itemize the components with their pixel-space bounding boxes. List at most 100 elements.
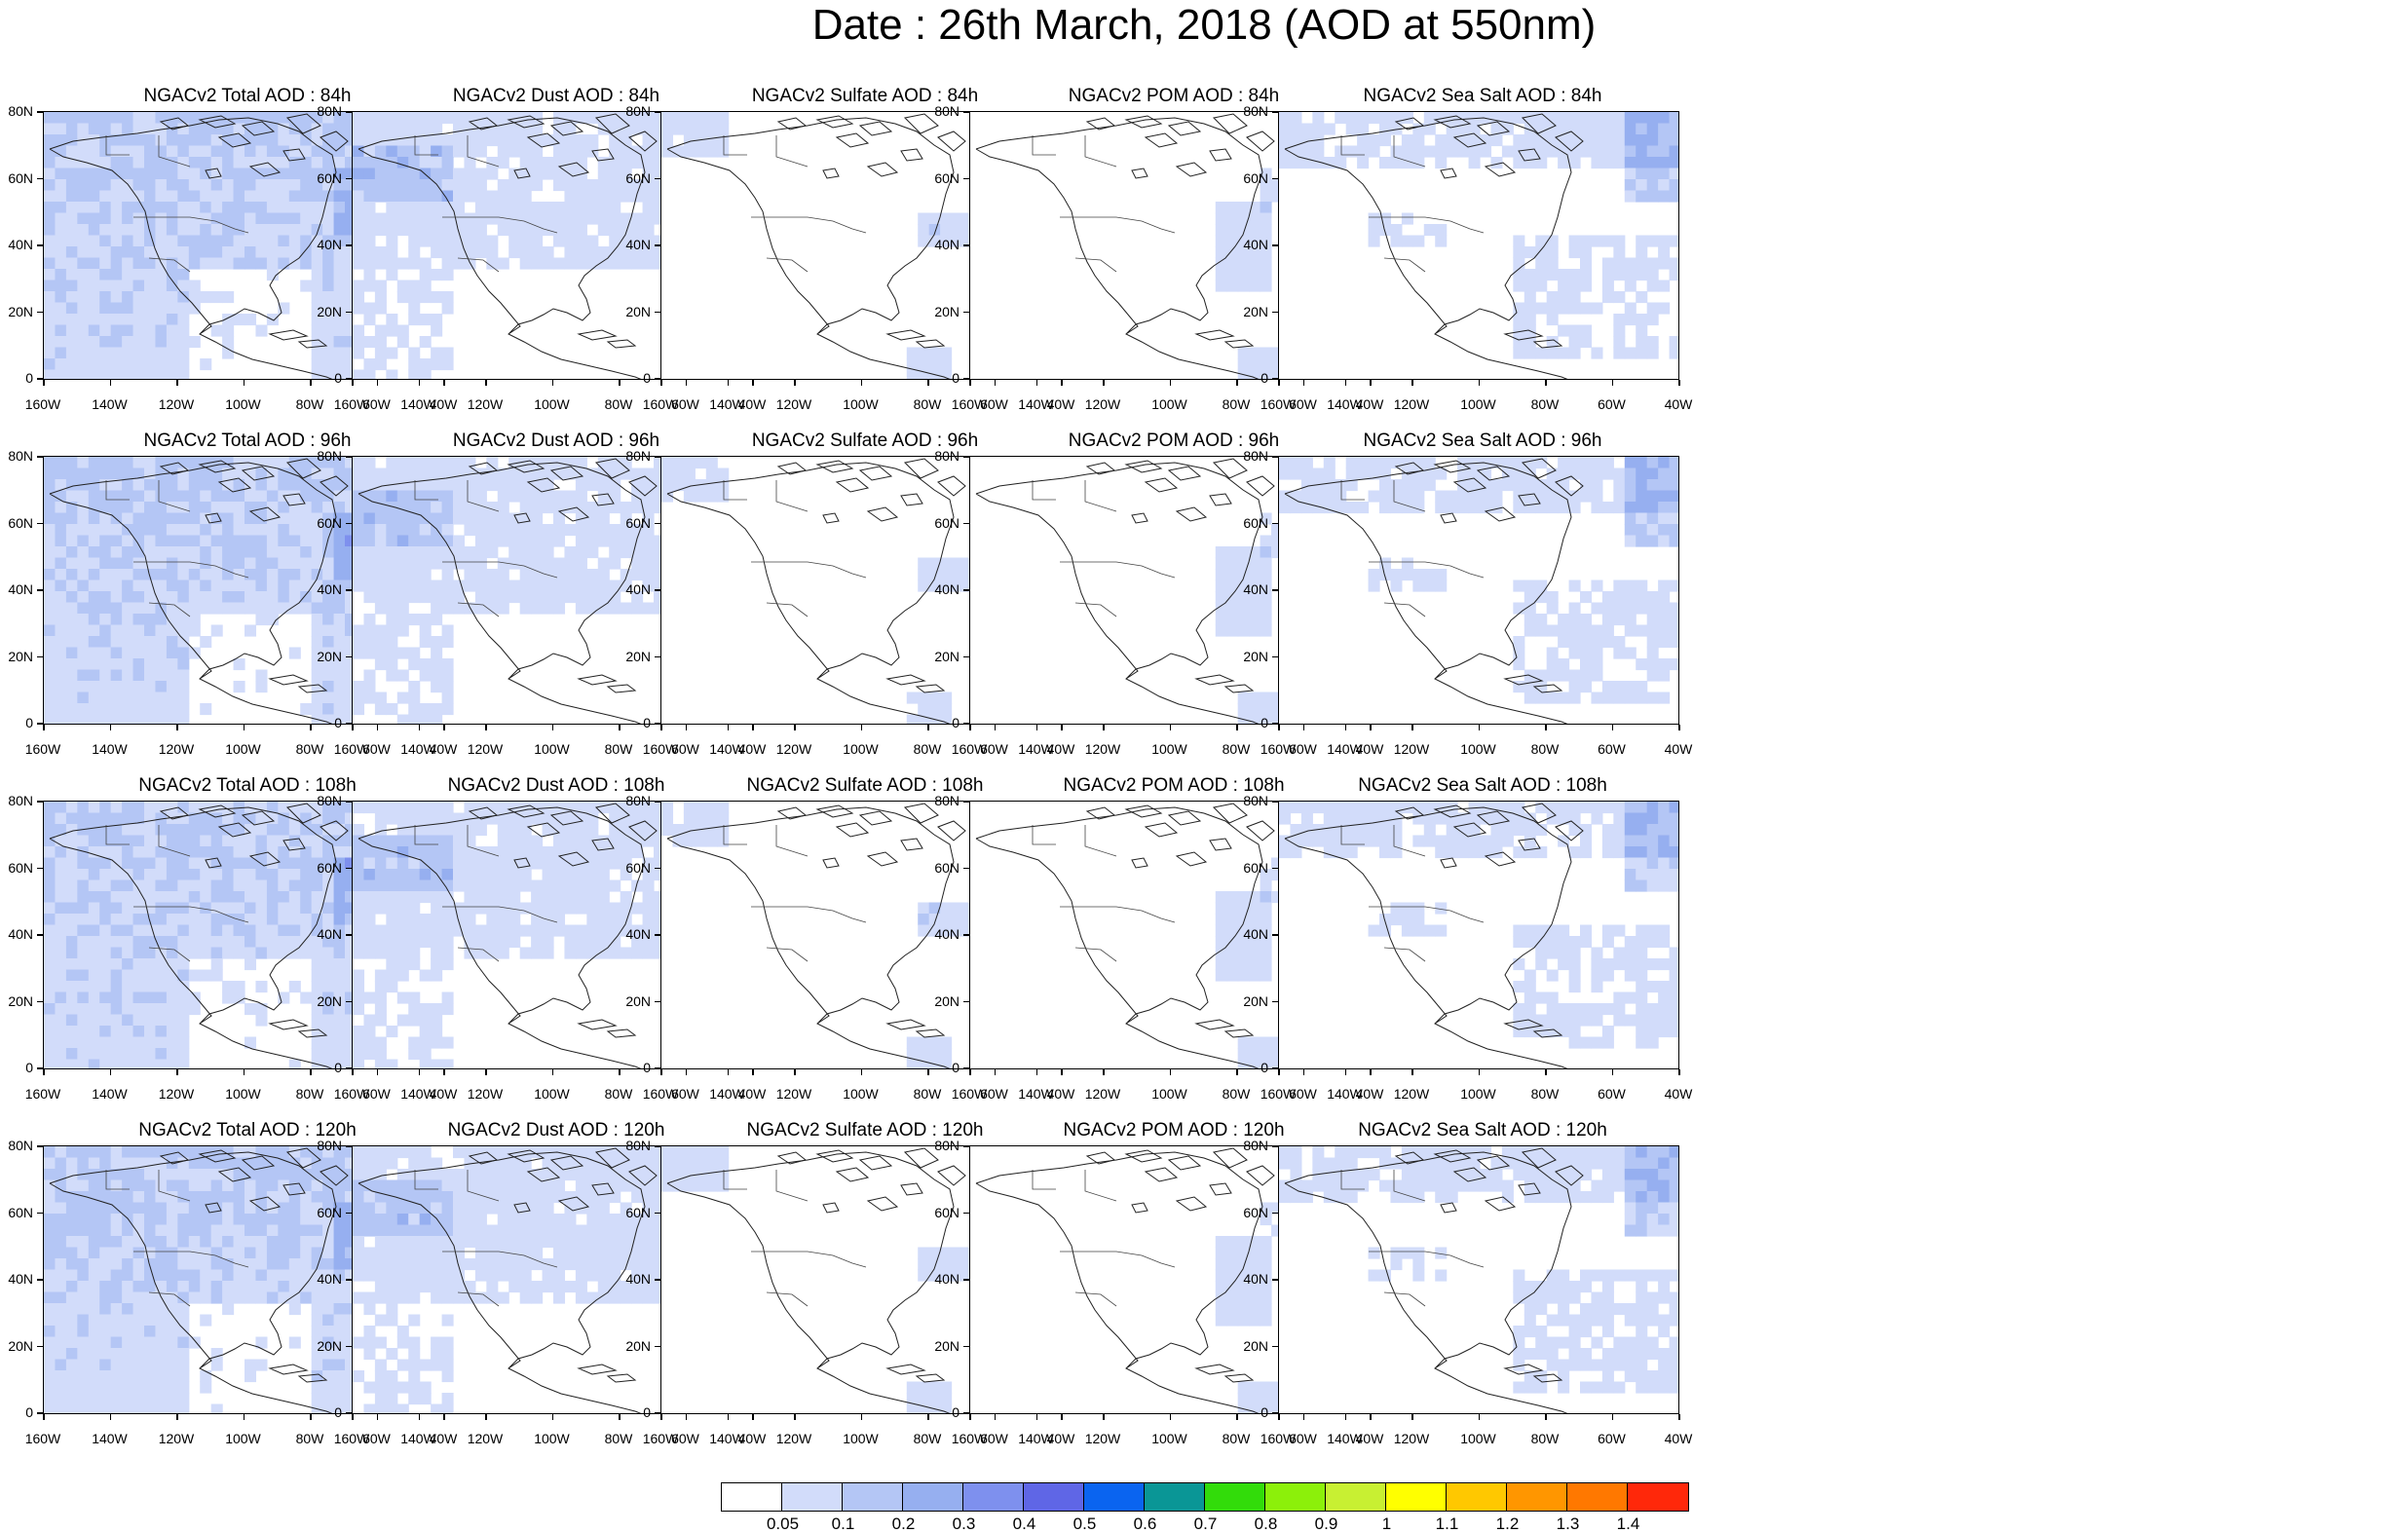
aod-cell — [363, 124, 375, 135]
aod-cell — [1412, 134, 1424, 146]
aod-cell — [234, 202, 245, 213]
aod-cell — [133, 591, 145, 603]
aod-cell — [234, 925, 245, 937]
aod-cell — [1524, 146, 1536, 158]
aod-cell — [397, 625, 409, 637]
aod-cell — [267, 536, 279, 547]
aod-cell — [431, 191, 442, 203]
aod-cell — [543, 858, 554, 870]
aod-cell — [598, 157, 610, 168]
aod-cell — [200, 925, 211, 937]
aod-cell — [167, 591, 178, 603]
aod-cell — [222, 569, 234, 580]
aod-cell — [486, 880, 498, 892]
aod-cell — [255, 1015, 267, 1027]
aod-cell — [576, 191, 587, 203]
aod-cell — [44, 168, 56, 180]
aod-cell — [586, 246, 598, 258]
aod-cell — [55, 869, 66, 880]
aod-cell — [144, 1037, 156, 1049]
aod-cell — [55, 981, 66, 992]
aod-cell — [89, 213, 100, 225]
aod-cell — [133, 112, 145, 124]
lon-tick — [1411, 725, 1413, 730]
aod-cell — [111, 191, 123, 203]
aod-cell — [44, 325, 56, 337]
aod-cell — [245, 580, 256, 592]
aod-cell — [375, 648, 387, 659]
aod-cell — [122, 536, 133, 547]
aod-cell — [498, 914, 509, 925]
aod-cell — [189, 580, 201, 592]
lon-tick — [1612, 725, 1614, 730]
aod-cell — [89, 157, 100, 168]
aod-cell — [111, 179, 123, 191]
aod-cell — [44, 869, 56, 880]
lat-label: 80N — [618, 449, 651, 463]
aod-cell — [353, 558, 364, 570]
aod-cell — [1625, 468, 1637, 480]
aod-cell — [200, 358, 211, 370]
aod-cell — [1369, 457, 1380, 468]
aod-cell — [211, 569, 223, 580]
aod-cell — [1636, 468, 1647, 480]
aod-cell — [111, 524, 123, 536]
aod-cell — [1369, 224, 1380, 236]
aod-cell — [289, 591, 301, 603]
aod-cell — [576, 880, 587, 892]
aod-cell — [66, 802, 78, 813]
lon-label: 160W — [328, 397, 375, 411]
aod-cell — [44, 202, 56, 213]
lon-tick — [43, 1069, 45, 1075]
aod-cell — [245, 914, 256, 925]
aod-cell — [486, 546, 498, 558]
aod-cell — [200, 603, 211, 615]
aod-cell — [1480, 491, 1491, 503]
lat-tick — [346, 523, 352, 525]
aod-cell — [122, 692, 133, 704]
aod-cell — [155, 869, 167, 880]
aod-cell — [397, 936, 409, 948]
aod-cell — [475, 891, 487, 903]
aod-cell — [99, 291, 111, 303]
aod-cell — [44, 846, 56, 858]
aod-cell — [498, 936, 509, 948]
aod-cell — [55, 625, 66, 637]
aod-cell — [408, 948, 420, 959]
aod-cell — [122, 569, 133, 580]
aod-cell — [133, 558, 145, 570]
aod-cell — [211, 603, 223, 615]
aod-cell — [564, 246, 576, 258]
lon-label: 100W — [1455, 742, 1502, 756]
aod-cell — [289, 179, 301, 191]
aod-cell — [543, 936, 554, 948]
aod-cell — [155, 546, 167, 558]
aod-cell — [66, 213, 78, 225]
aod-cell — [133, 836, 145, 847]
aod-cell — [1569, 457, 1581, 468]
aod-cell — [1591, 124, 1602, 135]
aod-cell — [453, 457, 465, 468]
aod-cell — [177, 914, 189, 925]
aod-cell — [144, 802, 156, 813]
aod-cell — [177, 336, 189, 348]
aod-cell — [44, 336, 56, 348]
aod-cell — [66, 513, 78, 525]
aod-cell — [222, 336, 234, 348]
aod-cell — [386, 468, 397, 480]
aod-cell — [255, 858, 267, 870]
aod-cell — [375, 869, 387, 880]
aod-cell — [122, 258, 133, 270]
aod-cell — [420, 457, 432, 468]
aod-cell — [1580, 146, 1592, 158]
aod-cell — [267, 936, 279, 948]
aod-cell — [122, 358, 133, 370]
aod-cell — [144, 124, 156, 135]
aod-cell — [397, 224, 409, 236]
aod-cell — [1301, 468, 1313, 480]
aod-cell — [375, 891, 387, 903]
lat-tick — [37, 801, 43, 803]
aod-cell — [498, 491, 509, 503]
aod-cell — [1658, 636, 1670, 648]
aod-cell — [1647, 524, 1659, 536]
